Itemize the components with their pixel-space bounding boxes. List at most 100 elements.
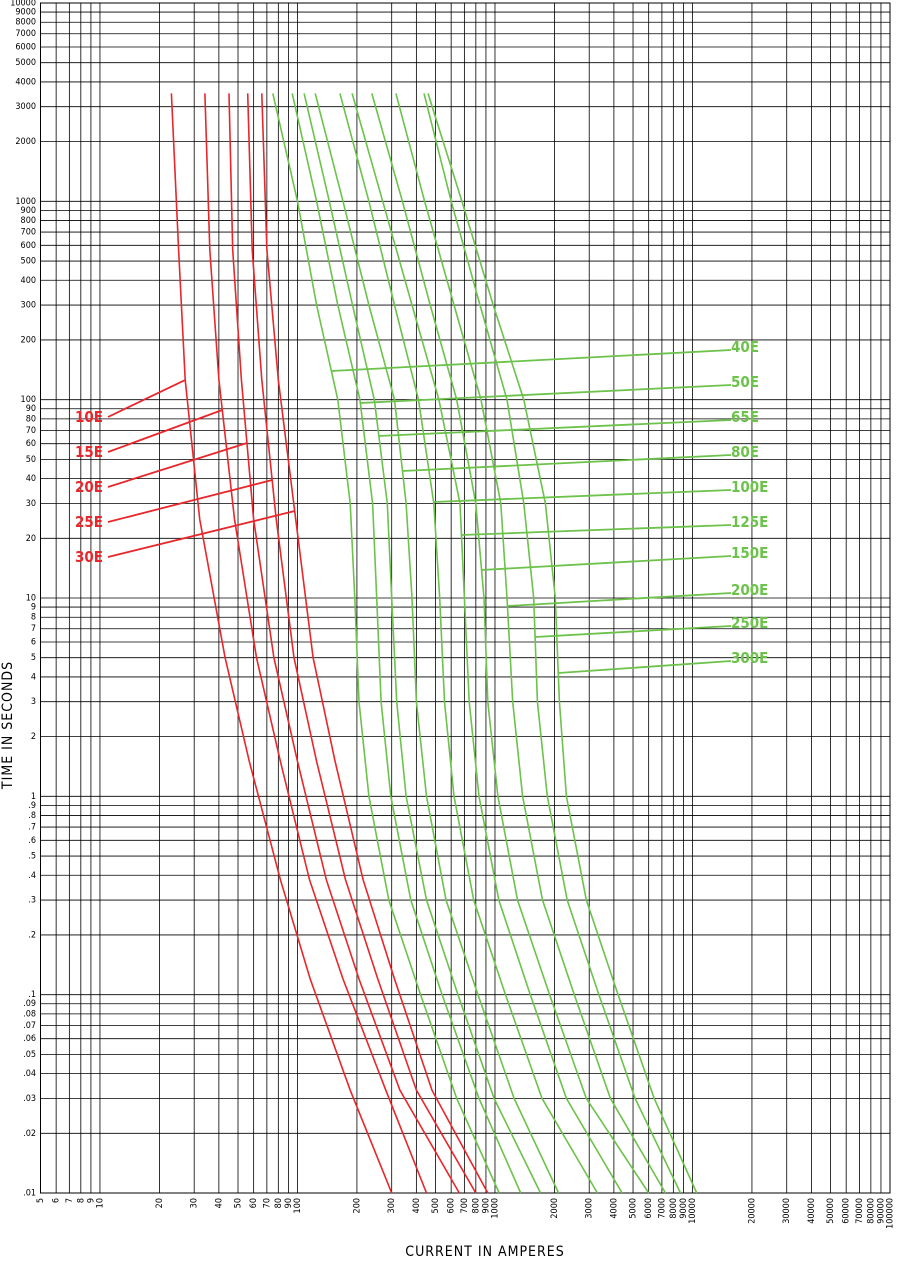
leader-line [107, 442, 248, 488]
series-label: 65E [731, 408, 759, 426]
y-tick-label: 3 [31, 697, 36, 707]
x-tick-label: 900 [481, 1198, 491, 1213]
y-tick-label: 500 [21, 257, 36, 267]
leader-line [331, 349, 732, 372]
x-tick-label: 90 [284, 1198, 294, 1208]
series-label: 125E [731, 513, 768, 531]
leader-line [558, 660, 732, 674]
x-tick-label: 7000 [657, 1198, 667, 1219]
x-tick-label: 8000 [669, 1198, 679, 1219]
series-label: 300E [731, 649, 768, 667]
y-tick-label: 5 [31, 653, 36, 663]
series-line [261, 93, 489, 1194]
x-tick-label: 60000 [842, 1198, 852, 1224]
x-tick-label: 200 [352, 1198, 362, 1213]
x-tick-label: 90000 [876, 1198, 886, 1224]
y-tick-label: 1 [31, 792, 36, 802]
leader-line [433, 489, 732, 503]
series-line [291, 93, 522, 1194]
series-label: 20E [75, 478, 103, 496]
y-tick-label: 40 [26, 474, 36, 484]
series-line [351, 93, 623, 1194]
x-tick-label: 30 [190, 1198, 200, 1208]
series-line [272, 93, 500, 1194]
x-tick-label: 50 [234, 1198, 244, 1208]
series-label: 50E [731, 373, 759, 391]
y-tick-label: 1000 [15, 197, 36, 207]
y-tick-label: 100 [21, 395, 36, 405]
series-line [170, 93, 393, 1194]
x-tick-label: 100000 [886, 1198, 896, 1229]
series-line [314, 93, 560, 1194]
y-tick-label: 3000 [15, 102, 36, 112]
x-tick-label: 9 [86, 1198, 96, 1203]
x-tick-label: 600 [447, 1198, 457, 1213]
y-tick-label: .01 [23, 1189, 36, 1199]
leader-line [535, 625, 732, 638]
leader-line [402, 454, 732, 472]
y-tick-label: .2 [28, 930, 36, 940]
y-tick-label: .7 [28, 823, 36, 833]
series-label: 10E [75, 408, 103, 426]
x-tick-label: 70000 [855, 1198, 865, 1224]
x-tick-label: 4000 [609, 1198, 619, 1219]
x-tick-label: 20 [155, 1198, 165, 1208]
x-axis-title: CURRENT IN AMPERES [405, 1244, 564, 1260]
y-tick-label: 7000 [15, 29, 36, 39]
series-line [371, 93, 650, 1194]
series-label: 100E [731, 478, 768, 496]
x-tick-label: 40000 [807, 1198, 817, 1224]
y-tick-label: 50 [26, 455, 36, 465]
x-tick-label: 3000 [585, 1198, 595, 1219]
y-tick-label: 70 [26, 426, 36, 436]
y-tick-label: .04 [23, 1069, 36, 1079]
y-tick-label: .8 [28, 811, 36, 821]
x-tick-label: 300 [387, 1198, 397, 1213]
x-tick-label: 30000 [782, 1198, 792, 1224]
series-label: 30E [75, 548, 103, 566]
y-tick-label: 600 [21, 241, 36, 251]
x-tick-label: 20000 [747, 1198, 757, 1224]
y-tick-label: 9 [31, 603, 36, 613]
y-tick-label: .09 [23, 999, 36, 1009]
x-tick-label: 5000 [629, 1198, 639, 1219]
series-label: 250E [731, 614, 768, 632]
series-line [228, 93, 460, 1194]
y-tick-label: 6000 [15, 43, 36, 53]
series-label: 25E [75, 513, 103, 531]
y-tick-label: 7 [31, 624, 36, 634]
x-tick-label: 70 [262, 1198, 272, 1208]
series-label: 150E [731, 544, 768, 562]
y-tick-label: 80 [26, 414, 36, 424]
y-tick-label: 2 [31, 732, 36, 742]
leader-line [107, 510, 295, 558]
y-axis-title: TIME IN SECONDS [0, 661, 16, 790]
x-tick-label: 8 [76, 1198, 86, 1203]
y-tick-label: 10000 [10, 0, 36, 9]
y-tick-label: .08 [23, 1009, 36, 1019]
y-tick-label: .6 [28, 836, 36, 846]
leader-line [360, 384, 732, 404]
series-line [423, 93, 682, 1194]
x-tick-label: 1000 [490, 1198, 500, 1219]
leader-line [378, 419, 732, 437]
leader-line [507, 592, 732, 607]
series-line [339, 93, 599, 1194]
y-tick-label: 60 [26, 439, 36, 449]
y-tick-label: 400 [21, 276, 36, 286]
series-line [204, 93, 428, 1194]
y-tick-label: .1 [28, 990, 36, 1000]
leader-line [107, 409, 223, 453]
y-tick-label: 800 [21, 216, 36, 226]
series-line [303, 93, 542, 1194]
y-tick-label: 20 [26, 534, 36, 544]
plot-frame [40, 2, 891, 1194]
x-tick-label: 9000 [679, 1198, 689, 1219]
leader-line [461, 524, 732, 536]
leader-line [107, 379, 186, 418]
x-tick-label: 80000 [866, 1198, 876, 1224]
y-tick-label: 4000 [15, 77, 36, 87]
y-tick-label: .03 [23, 1094, 36, 1104]
y-tick-label: .9 [28, 801, 36, 811]
